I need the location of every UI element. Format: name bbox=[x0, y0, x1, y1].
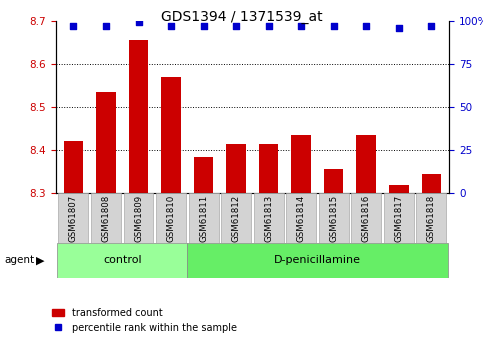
Bar bbox=[57, 243, 187, 278]
Bar bbox=[356, 135, 376, 193]
Bar bbox=[156, 193, 186, 243]
Bar bbox=[389, 185, 409, 193]
Bar bbox=[221, 193, 251, 243]
Text: GSM61809: GSM61809 bbox=[134, 195, 143, 242]
Bar bbox=[351, 193, 381, 243]
Bar bbox=[254, 193, 284, 243]
Bar bbox=[58, 193, 88, 243]
Bar bbox=[319, 193, 349, 243]
Bar bbox=[259, 144, 278, 193]
Point bbox=[330, 23, 338, 29]
Text: GSM61814: GSM61814 bbox=[297, 195, 306, 242]
Point bbox=[362, 23, 370, 29]
Point bbox=[298, 23, 305, 29]
Bar bbox=[96, 92, 116, 193]
Bar bbox=[91, 193, 121, 243]
Text: agent: agent bbox=[5, 256, 35, 265]
Text: GSM61816: GSM61816 bbox=[362, 195, 371, 242]
Point bbox=[167, 23, 175, 29]
Bar bbox=[188, 193, 218, 243]
Text: GSM61817: GSM61817 bbox=[394, 195, 403, 242]
Text: GSM61807: GSM61807 bbox=[69, 195, 78, 242]
Bar bbox=[416, 193, 446, 243]
Bar bbox=[291, 135, 311, 193]
Bar bbox=[227, 144, 246, 193]
Bar bbox=[286, 193, 316, 243]
Point bbox=[199, 23, 207, 29]
Bar bbox=[384, 193, 414, 243]
Text: ▶: ▶ bbox=[36, 256, 45, 265]
Text: GSM61815: GSM61815 bbox=[329, 195, 338, 242]
Point bbox=[395, 25, 403, 30]
Bar bbox=[422, 174, 441, 193]
Text: GSM61812: GSM61812 bbox=[232, 195, 241, 242]
Text: D-penicillamine: D-penicillamine bbox=[274, 256, 361, 265]
Point bbox=[232, 23, 240, 29]
Bar bbox=[187, 243, 448, 278]
Point bbox=[265, 23, 272, 29]
Point bbox=[70, 23, 77, 29]
Text: GSM61818: GSM61818 bbox=[427, 195, 436, 242]
Bar bbox=[161, 77, 181, 193]
Bar bbox=[129, 40, 148, 193]
Bar bbox=[324, 169, 343, 193]
Text: GSM61813: GSM61813 bbox=[264, 195, 273, 242]
Bar bbox=[194, 157, 213, 193]
Text: GSM61811: GSM61811 bbox=[199, 195, 208, 242]
Text: GSM61808: GSM61808 bbox=[101, 195, 111, 242]
Text: GDS1394 / 1371539_at: GDS1394 / 1371539_at bbox=[161, 10, 322, 24]
Bar bbox=[124, 193, 154, 243]
Bar bbox=[64, 141, 83, 193]
Point bbox=[135, 20, 142, 25]
Text: GSM61810: GSM61810 bbox=[167, 195, 175, 242]
Point bbox=[427, 23, 435, 29]
Point bbox=[102, 23, 110, 29]
Text: control: control bbox=[103, 256, 142, 265]
Legend: transformed count, percentile rank within the sample: transformed count, percentile rank withi… bbox=[48, 304, 241, 337]
